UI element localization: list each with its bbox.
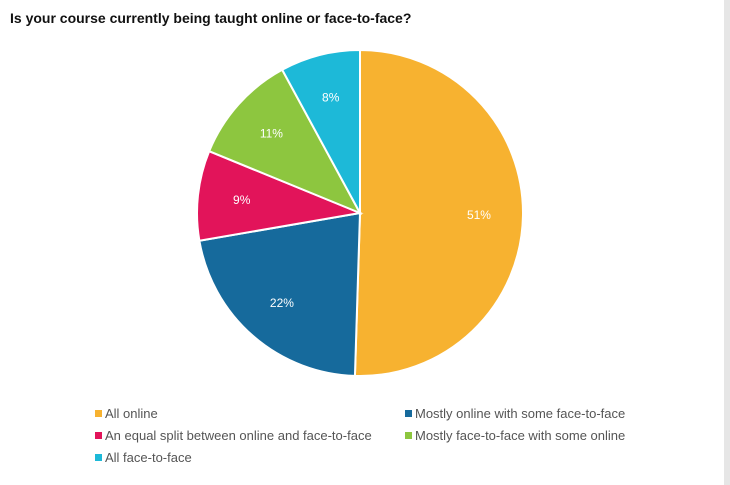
legend-label: Mostly face-to-face with some online — [415, 427, 626, 443]
legend-label: An equal split between online and face-t… — [105, 427, 372, 443]
legend-swatch-equal-split — [95, 431, 102, 439]
pie-slice-label-mostly-online: 22% — [270, 296, 294, 310]
pie-slice-label-all-face-to-face: 8% — [322, 91, 340, 105]
legend-swatch-all-online — [95, 409, 102, 417]
pie-slice-equal-split — [196, 149, 364, 242]
pie-slice-label-equal-split: 9% — [233, 193, 251, 207]
legend-swatch-mostly-online — [405, 409, 412, 417]
pie-slice-all-face-to-face — [280, 48, 361, 214]
pie-slice-label-all-online: 51% — [467, 208, 491, 222]
legend-item-all-face-to-face: All face-to-face — [95, 450, 405, 465]
legend-item-mostly-online: Mostly online with some face-to-face — [405, 406, 625, 421]
legend-item-equal-split: An equal split between online and face-t… — [95, 428, 405, 443]
pie-slice-mostly-face-to-face — [207, 68, 363, 215]
scrollbar-edge — [724, 0, 730, 485]
legend-swatch-all-face-to-face — [95, 453, 102, 461]
legend-item-all-online: All online — [95, 406, 405, 421]
pie-slice-mostly-online — [198, 211, 362, 377]
legend-label: All face-to-face — [105, 449, 192, 465]
pie-slice-label-mostly-face-to-face: 11% — [260, 127, 283, 141]
pie-chart: 51% 22% 9% 11% 8% — [196, 48, 524, 377]
chart-legend: All online Mostly online with some face-… — [95, 402, 695, 468]
legend-label: Mostly online with some face-to-face — [415, 405, 626, 421]
pie-slice-all-online — [353, 48, 524, 377]
legend-swatch-mostly-face-to-face — [405, 431, 412, 439]
legend-item-mostly-face-to-face: Mostly face-to-face with some online — [405, 428, 625, 443]
legend-label: All online — [105, 405, 158, 421]
chart-title: Is your course currently being taught on… — [10, 10, 412, 26]
